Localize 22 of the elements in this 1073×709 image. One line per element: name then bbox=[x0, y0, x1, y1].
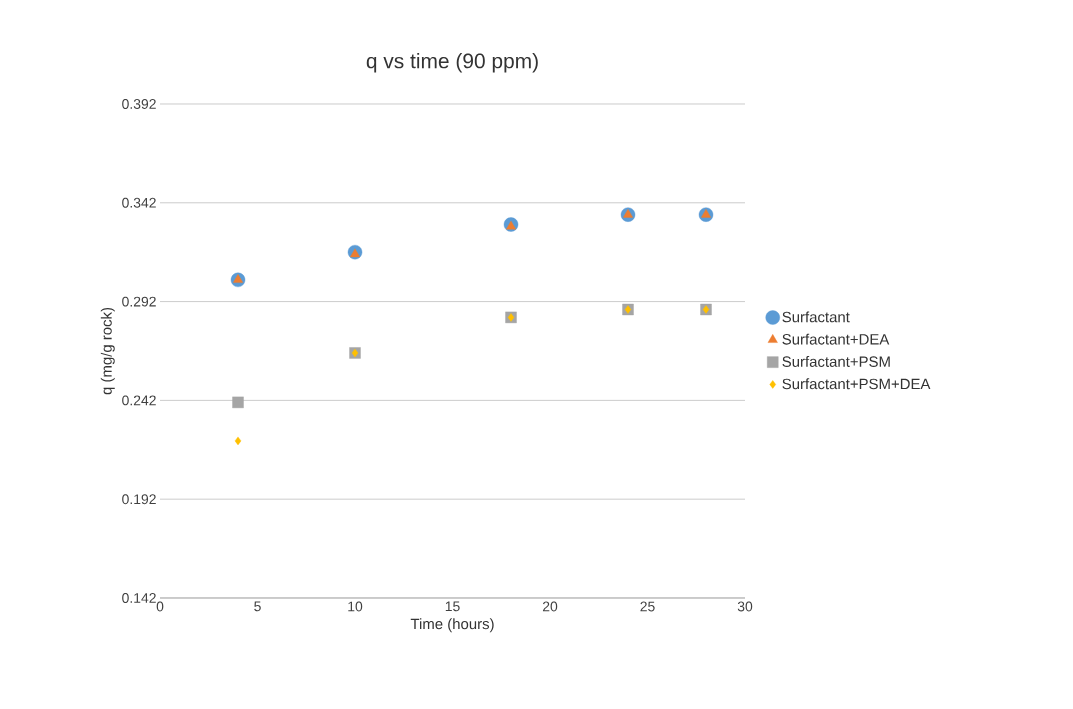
y-axis-title: q (mg/g rock) bbox=[100, 307, 115, 395]
legend-label: Surfactant+PSM+DEA bbox=[782, 378, 931, 390]
x-tick-label: 25 bbox=[640, 601, 655, 612]
x-tick-label: 0 bbox=[156, 601, 164, 612]
legend-label: Surfactant+DEA bbox=[782, 333, 890, 345]
x-tick-label: 15 bbox=[445, 601, 460, 612]
x-tick-label: 30 bbox=[737, 601, 753, 612]
y-tick-label: 0.292 bbox=[122, 296, 156, 307]
x-tick-label: 5 bbox=[254, 601, 261, 612]
legend-label: Surfactant bbox=[782, 311, 850, 323]
point bbox=[234, 436, 242, 446]
chart-title: q vs time (90 ppm) bbox=[366, 52, 538, 73]
y-tick-label: 0.242 bbox=[122, 395, 156, 406]
x-axis-title: Time (hours) bbox=[410, 618, 494, 633]
y-tick-label: 0.192 bbox=[122, 494, 156, 505]
x-tick-label: 20 bbox=[542, 601, 558, 612]
y-tick-label: 0.142 bbox=[122, 593, 156, 603]
y-tick-label: 0.392 bbox=[122, 99, 156, 109]
point bbox=[232, 396, 244, 409]
x-tick-label: 10 bbox=[348, 601, 363, 612]
y-tick-label: 0.342 bbox=[122, 197, 156, 208]
legend-label: Surfactant+PSM bbox=[782, 355, 890, 367]
